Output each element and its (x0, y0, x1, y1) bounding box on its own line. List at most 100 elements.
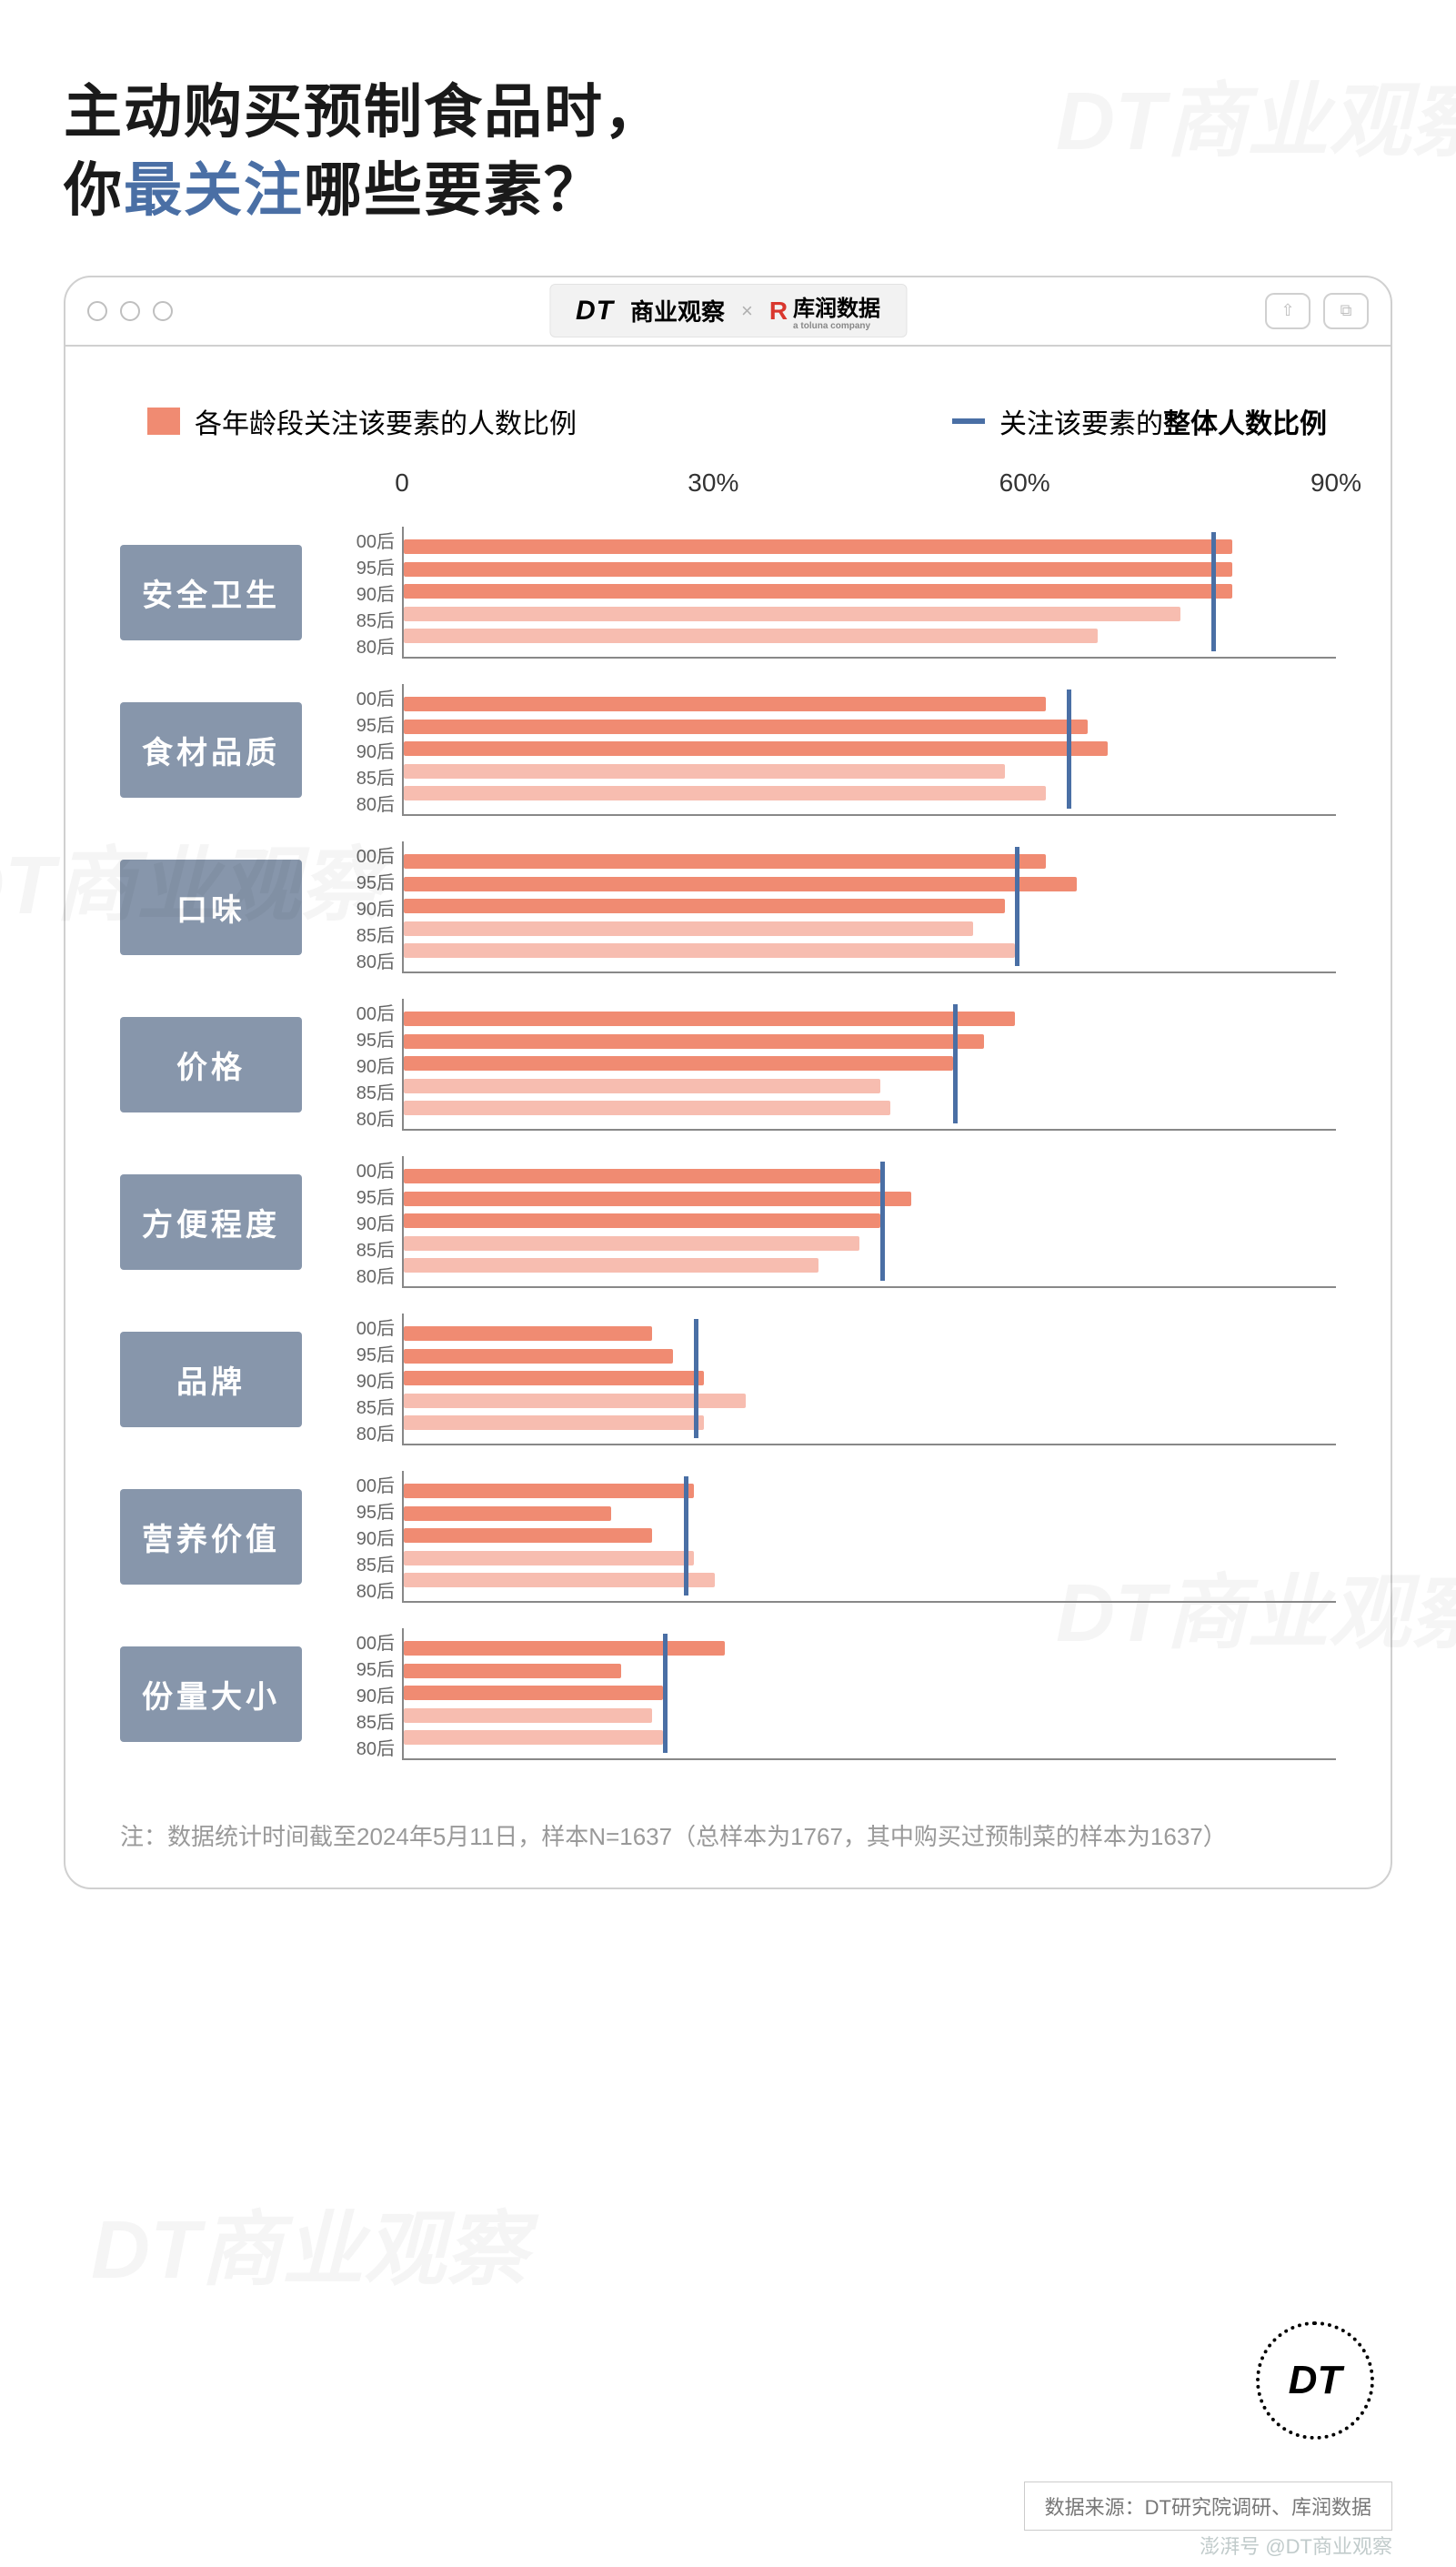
age-labels: 00后95后90后85后80后 (338, 527, 402, 659)
age-label: 95后 (338, 1025, 395, 1052)
bar (404, 1484, 694, 1498)
bar-row (404, 941, 1336, 960)
age-label: 00后 (338, 1314, 395, 1340)
age-label: 90后 (338, 1681, 395, 1707)
age-labels: 00后95后90后85后80后 (338, 841, 402, 973)
brand-dt-logo: DT (576, 296, 614, 327)
age-label: 80后 (338, 1262, 395, 1288)
data-source: 数据来源：DT研究院调研、库润数据 (1024, 2481, 1392, 2531)
brand-bar: DT 商业观察 × R 库润数据 a toluna company (549, 284, 907, 337)
category-label: 价格 (120, 1017, 302, 1112)
bar (404, 943, 1015, 958)
legend-bar-label: 各年龄段关注该要素的人数比例 (195, 401, 577, 441)
age-label: 80后 (338, 790, 395, 816)
category-block: 品牌00后95后90后85后80后 (120, 1314, 1336, 1445)
brand-kr: R 库润数据 a toluna company (769, 290, 880, 331)
legend-bar: 各年龄段关注该要素的人数比例 (147, 401, 577, 441)
brand-dt-name: 商业观察 (630, 294, 725, 327)
category-label: 品牌 (120, 1332, 302, 1427)
bar-row (404, 1347, 1336, 1365)
category-block: 份量大小00后95后90后85后80后 (120, 1628, 1336, 1760)
x-axis: 030%60%90% (120, 468, 1336, 501)
bar (404, 1730, 663, 1745)
bar-row (404, 1077, 1336, 1095)
category-block: 安全卫生00后95后90后85后80后 (120, 527, 1336, 659)
bar-row (404, 1190, 1336, 1208)
age-labels: 00后95后90后85后80后 (338, 1471, 402, 1603)
legend-line-bold: 整体人数比例 (1163, 409, 1327, 439)
bar-row (404, 875, 1336, 893)
bar (404, 1101, 890, 1115)
bar-row (404, 627, 1336, 645)
brand-kr-sub: a toluna company (793, 322, 880, 331)
upload-icon[interactable]: ⇧ (1265, 293, 1310, 329)
overall-marker (880, 1162, 885, 1281)
axis-tick: 90% (1310, 468, 1361, 498)
bar-row (404, 1256, 1336, 1274)
age-label: 90后 (338, 579, 395, 606)
title-line2-prefix: 你 (64, 157, 124, 223)
traffic-dot (87, 301, 107, 321)
age-label: 95后 (338, 710, 395, 737)
age-label: 80后 (338, 947, 395, 973)
age-label: 00后 (338, 1156, 395, 1183)
bar-row (404, 538, 1336, 556)
bar (404, 1192, 911, 1206)
copy-icon[interactable]: ⧉ (1323, 293, 1369, 329)
bar (404, 584, 1232, 599)
title-line1: 主动购买预制食品时， (64, 79, 664, 145)
bar (404, 1056, 953, 1071)
chart-window: DT 商业观察 × R 库润数据 a toluna company ⇧ ⧉ (64, 276, 1392, 1889)
bar (404, 1326, 652, 1341)
bars-group (402, 684, 1336, 816)
age-label: 90后 (338, 737, 395, 763)
bar-row (404, 897, 1336, 915)
attribution: 澎湃号 @DT商业观察 (1200, 2531, 1392, 2560)
bar-row (404, 560, 1336, 579)
bar (404, 562, 1232, 577)
bar-row (404, 1234, 1336, 1253)
bars-group (402, 527, 1336, 659)
age-label: 80后 (338, 1419, 395, 1445)
bar (404, 1664, 621, 1678)
bar-row (404, 1505, 1336, 1523)
bars-group (402, 1314, 1336, 1445)
age-label: 90后 (338, 1209, 395, 1235)
bar-row (404, 1392, 1336, 1410)
age-label: 90后 (338, 1052, 395, 1078)
window-header: DT 商业观察 × R 库润数据 a toluna company ⇧ ⧉ (65, 277, 1391, 347)
bars-group (402, 841, 1336, 973)
age-label: 85后 (338, 763, 395, 790)
legend-line-label: 关注该要素的整体人数比例 (999, 401, 1327, 441)
bars-group (402, 1471, 1336, 1603)
bar-row (404, 784, 1336, 802)
category-block: 口味00后95后90后85后80后 (120, 841, 1336, 973)
age-label: 00后 (338, 1628, 395, 1655)
bar (404, 539, 1232, 554)
bar-row (404, 1549, 1336, 1567)
bar-row (404, 1571, 1336, 1589)
age-label: 00后 (338, 1471, 395, 1497)
age-label: 80后 (338, 1734, 395, 1760)
category-block: 价格00后95后90后85后80后 (120, 999, 1336, 1131)
footnote: 注：数据统计时间截至2024年5月11日，样本N=1637（总样本为1767，其… (65, 1797, 1391, 1888)
chart-area: 各年龄段关注该要素的人数比例 关注该要素的整体人数比例 030%60%90% 安… (65, 347, 1391, 1797)
bar-row (404, 695, 1336, 713)
axis-tick: 60% (999, 468, 1050, 498)
legend-bar-swatch (147, 408, 180, 435)
bar (404, 1034, 984, 1049)
bar (404, 877, 1077, 891)
category-label: 食材品质 (120, 702, 302, 798)
bar-row (404, 1728, 1336, 1747)
traffic-dot (153, 301, 173, 321)
bar-row (404, 1167, 1336, 1185)
age-label: 85后 (338, 1550, 395, 1576)
bar-row (404, 1482, 1336, 1500)
axis-tick: 0 (395, 468, 409, 498)
bar (404, 921, 973, 936)
bar (404, 607, 1180, 621)
age-label: 85后 (338, 1707, 395, 1734)
age-label: 85后 (338, 1078, 395, 1104)
main-title: 主动购买预制食品时， 你最关注哪些要素？ (64, 73, 1392, 230)
bar-row (404, 762, 1336, 780)
